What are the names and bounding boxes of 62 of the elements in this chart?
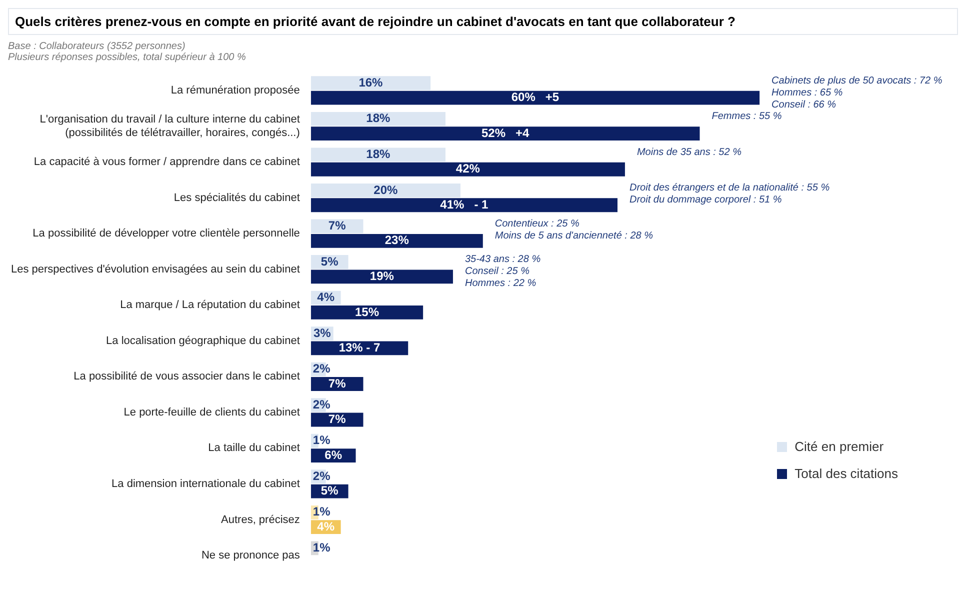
data-label: 18% (366, 111, 391, 126)
bar (310, 234, 483, 248)
y-tick-label: Les perspectives d'évolution envisagées au sein du cabinet (10, 263, 300, 276)
y-tick-label: La taille du cabinet (208, 442, 300, 454)
bar (310, 148, 446, 162)
bar (310, 305, 424, 320)
data-label: 7% (328, 218, 346, 233)
y-tick-label: Le porte-feuille de clients du cabinet (124, 406, 300, 418)
y-tick-label: La possibilité de développer votre clientèle personnelle (32, 228, 300, 240)
text: Base : Collaborateurs (3552 personnes) Plusieurs réponses possibles, total supérieur à 100 % (8, 41, 247, 63)
data-label: 18% (366, 147, 391, 162)
annotation: Cabinets de plus de 50 avocats : 72 % Hommes : 65 % Conseil : 66 % (772, 75, 942, 110)
bar (310, 90, 760, 105)
annotation: Femmes : 55 % (712, 111, 782, 122)
data-label: 52% +4 (481, 126, 530, 140)
data-label: 5% (320, 484, 339, 498)
bar (310, 184, 460, 198)
bar (310, 126, 700, 141)
y-tick-label: Les spécialités du cabinet (174, 192, 300, 204)
legend-label: Cité en premier (794, 439, 884, 454)
bar (310, 270, 453, 284)
bar (310, 112, 446, 126)
bar (310, 198, 618, 212)
data-label: 1% (312, 540, 331, 554)
data-label: 19% (370, 268, 394, 283)
data-label: 20% (374, 182, 398, 197)
data-label: 2% (312, 468, 331, 483)
data-label: 1% (312, 504, 331, 519)
y-tick-label: La possibilité de vous associer dans le cabinet (74, 370, 300, 383)
data-label: 1% (312, 433, 331, 448)
annotation: Droit des étrangers et de la nationalité : 55 % Droit du dommage corporel : 51 % (629, 182, 830, 206)
data-label: 60% +5 (511, 90, 560, 104)
y-tick-label: La localisation géographique du cabinet (106, 334, 300, 347)
data-label: 42% (456, 162, 480, 176)
y-tick-label: Ne se prononce pas (201, 550, 300, 562)
y-tick-label: Autres, précisez (221, 514, 300, 526)
y-tick-label: La marque / La réputation du cabinet (120, 299, 300, 312)
data-label: 13% - 7 (338, 340, 381, 355)
annotation: Contentieux : 25 % Moins de 5 ans d'ancienneté : 28 % (494, 218, 654, 242)
data-label: 41% - 1 (440, 197, 489, 212)
legend-label: Total des citations (794, 466, 898, 481)
y-tick-label: La rémunération proposée (170, 84, 300, 97)
data-label: 2% (312, 362, 331, 376)
chart-title: Quels critères prenez-vous en compte en priorité avant de rejoindre un cabinet d'avocats en tant que collaborateur ? (8, 8, 958, 35)
y-tick-label: L'organisation du travail / la culture interne du cabinet (possibilités de télétravailler, horaires, congés...) (40, 114, 300, 139)
y-tick-label: La capacité à vous former / apprendre dans ce cabinet (34, 156, 300, 168)
data-label: 2% (312, 397, 331, 412)
y-tick-label: La dimension internationale du cabinet (112, 478, 300, 490)
data-label: 6% (324, 448, 342, 462)
data-label: 4% (317, 519, 335, 534)
annotation: Moins de 35 ans : 52 % (636, 146, 742, 158)
data-label: 23% (384, 233, 410, 248)
data-label: 4% (317, 290, 335, 304)
data-label: 7% (328, 412, 346, 426)
bar (310, 76, 431, 90)
data-label: 16% (358, 75, 384, 90)
bar (310, 162, 625, 176)
data-label: 7% (328, 376, 346, 390)
data-label: 5% (320, 254, 339, 268)
annotation: 35-43 ans : 28 % Conseil : 25 % Hommes : 22 % (464, 254, 541, 290)
data-label: 15% (354, 304, 380, 319)
data-label: 3% (313, 326, 332, 340)
